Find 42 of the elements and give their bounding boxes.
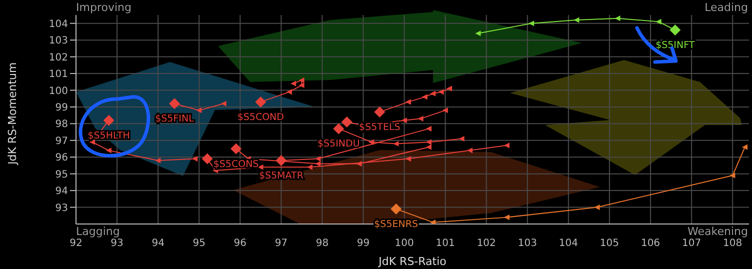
- y-tick-label: 102: [48, 52, 68, 64]
- y-axis-title: JdK RS-Momentum: [6, 62, 19, 166]
- x-tick-label: 106: [640, 238, 660, 250]
- text: Lagging: [76, 225, 120, 238]
- y-tick-label: 94: [55, 186, 68, 198]
- x-tick-label: 98: [316, 238, 329, 250]
- x-tick-label: 104: [558, 238, 578, 250]
- x-tick-label: 108: [723, 238, 742, 250]
- series-label: $S5COND: [237, 112, 284, 123]
- text: Leading: [704, 1, 748, 14]
- text: Weakening: [688, 225, 748, 238]
- x-tick-label: 93: [110, 238, 124, 250]
- y-tick-label: 101: [48, 69, 68, 80]
- series-label: $S5TELS: [359, 122, 400, 133]
- x-tick-label: 107: [682, 238, 702, 250]
- y-tick-label: 96: [55, 152, 68, 164]
- x-tick-label: 103: [518, 238, 537, 250]
- x-tick-label: 101: [436, 238, 455, 250]
- y-tick-label: 97: [55, 136, 68, 147]
- series-label: $S5FINL: [155, 114, 195, 125]
- x-tick-label: 97: [274, 238, 288, 250]
- x-tick-label: 100: [394, 238, 414, 250]
- x-tick-label: 92: [70, 238, 82, 250]
- y-tick-label: 103: [48, 36, 68, 47]
- y-tick-label: 99: [55, 102, 68, 114]
- text: Improving: [76, 1, 132, 14]
- y-tick-label: 93: [55, 202, 68, 214]
- x-axis-title: JdK RS-Ratio: [378, 255, 447, 268]
- y-tick-label: 104: [48, 18, 68, 30]
- series-label: $S5INDU: [317, 138, 360, 150]
- x-tick-label: 94: [152, 238, 164, 250]
- series-label: $S5MATR: [258, 170, 304, 182]
- y-tick-label: 100: [48, 86, 68, 97]
- y-tick-label: 98: [55, 119, 68, 130]
- x-tick-label: 102: [476, 238, 496, 250]
- x-tick-label: 95: [192, 238, 206, 250]
- x-tick-label: 96: [234, 238, 247, 250]
- y-tick-label: 95: [55, 169, 68, 180]
- x-tick-label: 105: [600, 238, 620, 250]
- series-label: $S5INFT: [656, 40, 695, 52]
- x-tick-label: 99: [356, 238, 370, 250]
- series-label: $S5CONS: [213, 158, 259, 170]
